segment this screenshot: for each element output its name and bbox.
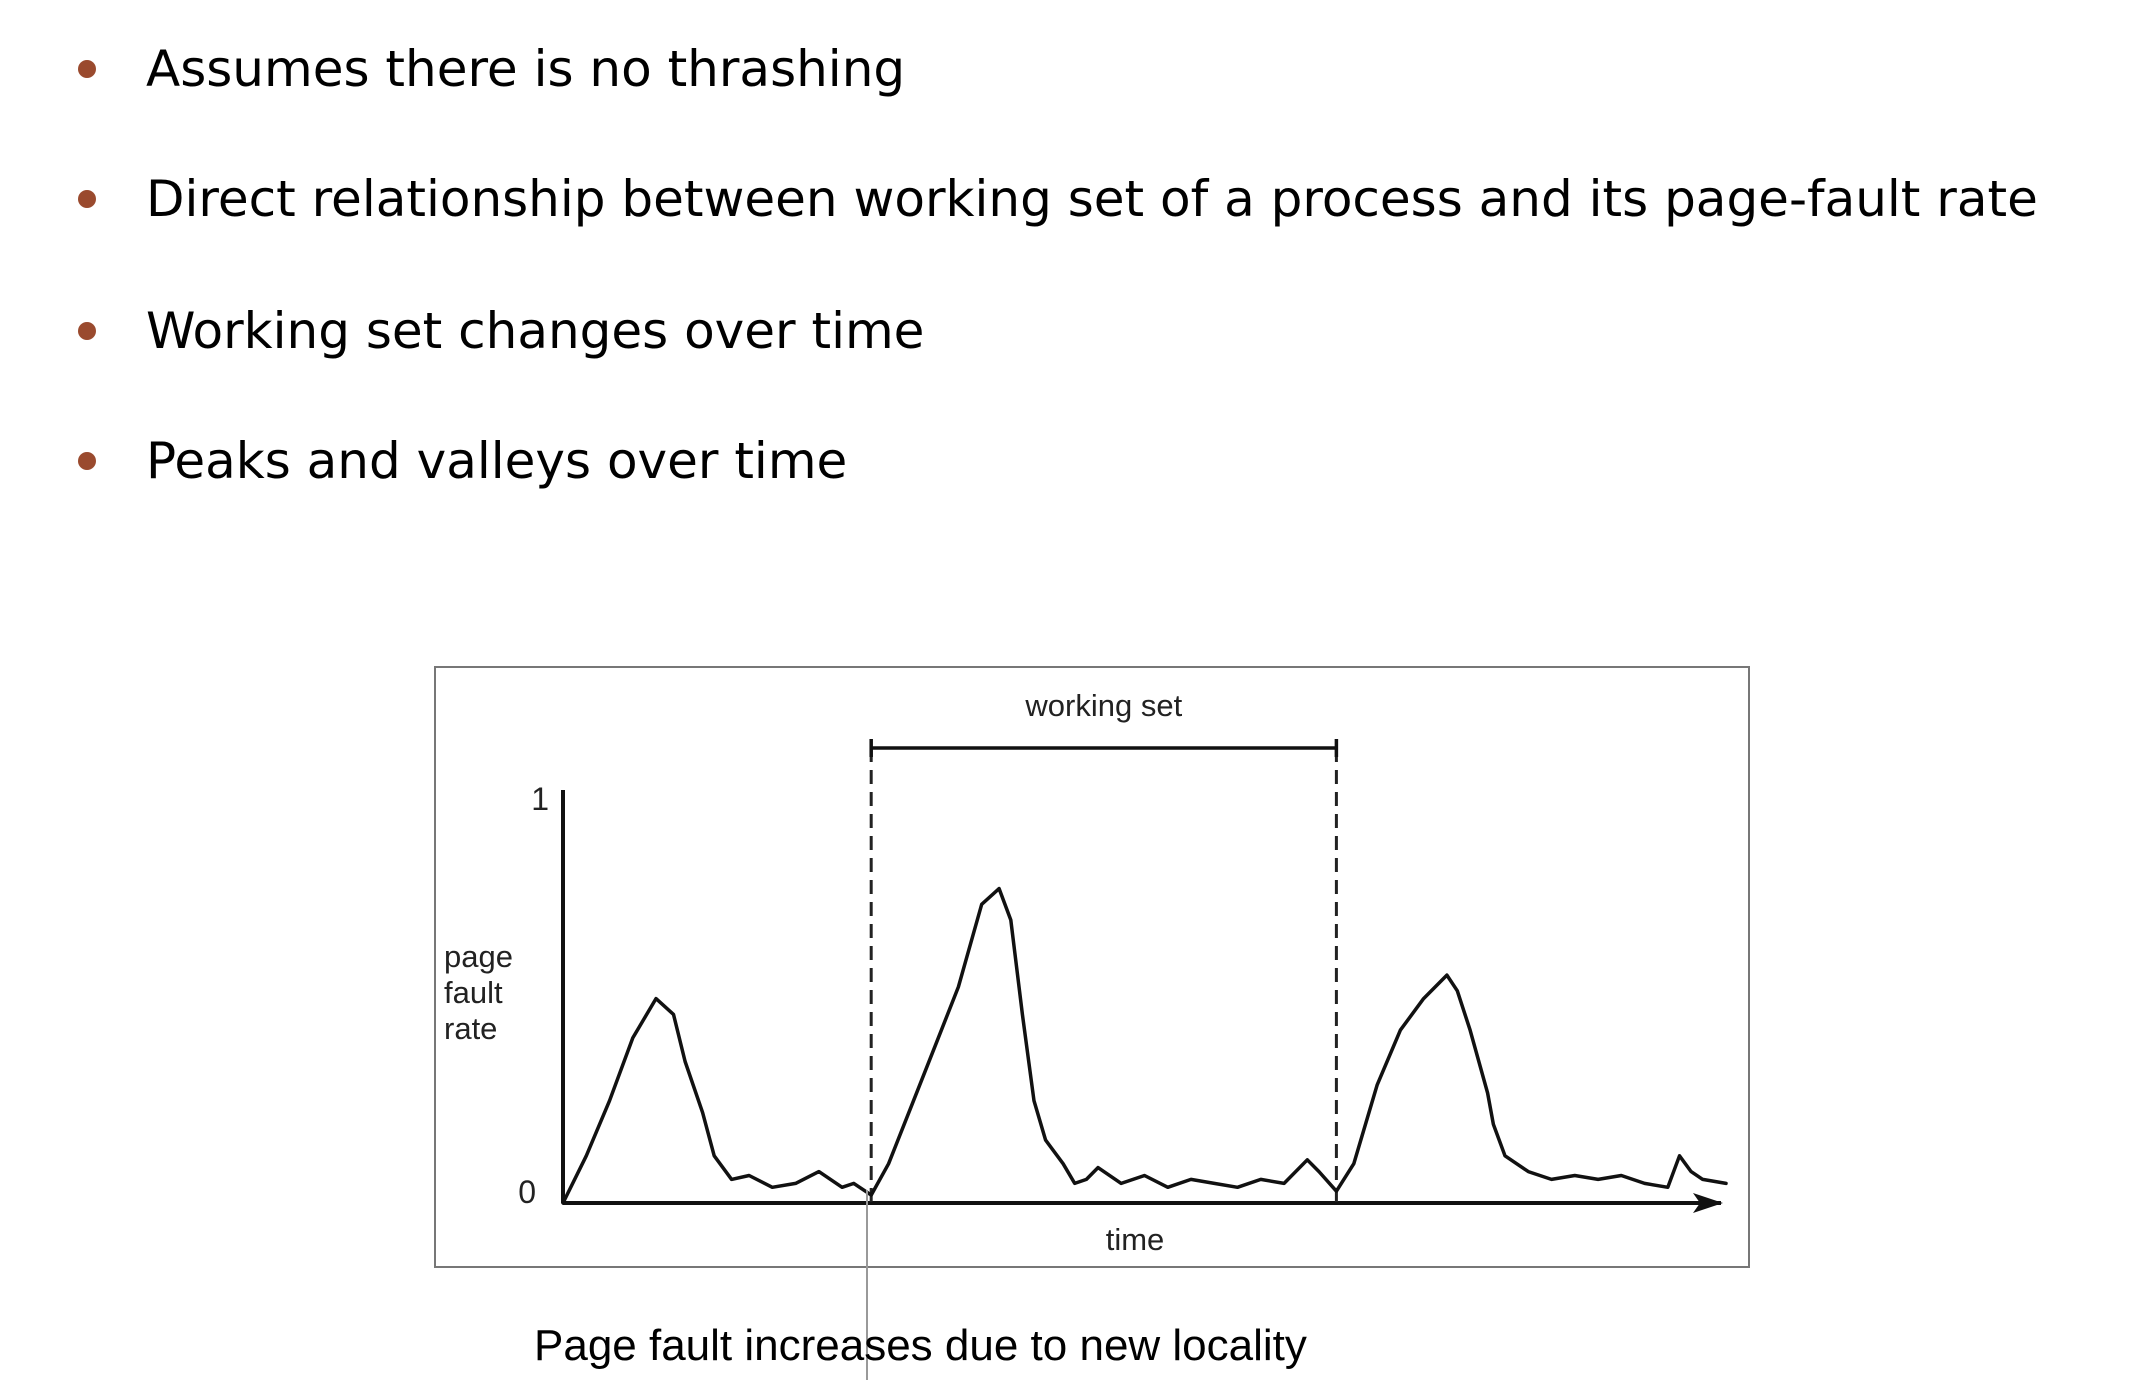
chart-labels: 0 1 page fault rate time — [444, 781, 1164, 1257]
bullet-item: Direct relationship between working set … — [0, 162, 2144, 242]
page-fault-rate-line — [561, 886, 1728, 1205]
bullet-text: Direct relationship between working set … — [146, 170, 2038, 228]
bullet-text: Assumes there is no thrashing — [146, 40, 906, 98]
y-axis-label-line-3: rate — [444, 1011, 497, 1046]
chart-caption: Page fault increases due to new locality — [534, 1321, 1307, 1370]
bullet-item: Working set changes over time — [0, 294, 2144, 374]
y-axis-label-line-2: fault — [444, 975, 503, 1010]
bullet-dot-icon — [78, 190, 96, 208]
bullet-list: Assumes there is no thrashing Direct rel… — [0, 0, 2144, 520]
callout-pointer-line — [866, 1190, 868, 1380]
working-set-annotation: working set — [869, 688, 1339, 1203]
bullet-text: Working set changes over time — [146, 302, 925, 360]
bullet-dot-icon — [78, 322, 96, 340]
bullet-text: Peaks and valleys over time — [146, 432, 848, 490]
chart-axes — [561, 790, 1723, 1213]
y-tick-label-1: 1 — [531, 781, 549, 817]
page-fault-chart: working set 0 1 page fault rate time — [444, 688, 1728, 1257]
y-tick-label-0: 0 — [518, 1174, 536, 1210]
page-fault-chart-figure: working set 0 1 page fault rate time — [434, 666, 1750, 1268]
bullet-item: Assumes there is no thrashing — [0, 32, 2144, 112]
y-axis-label-line-1: page — [444, 939, 513, 974]
bullet-item: Peaks and valleys over time — [0, 424, 2144, 504]
bullet-dot-icon — [78, 452, 96, 470]
bullet-dot-icon — [78, 60, 96, 78]
chart-series-group — [561, 886, 1728, 1205]
working-set-label: working set — [1024, 688, 1182, 723]
x-axis-label: time — [1106, 1222, 1165, 1257]
